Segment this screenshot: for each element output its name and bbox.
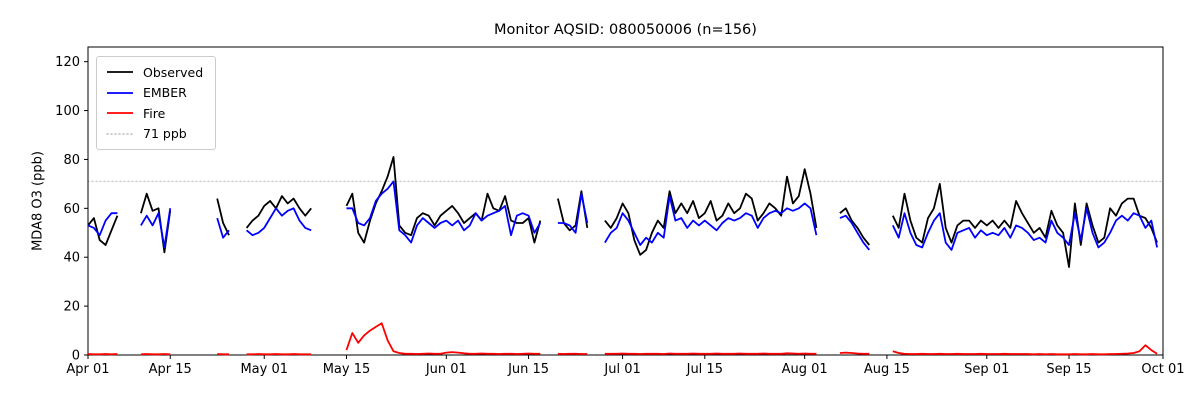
legend-dotted-line-icon (106, 132, 134, 135)
legend: Observed EMBER Fire 71 ppb (96, 56, 217, 150)
y-tick-label: 120 (55, 55, 80, 70)
x-tick-label: Jun 15 (507, 362, 549, 377)
legend-item-label: 71 ppb (143, 126, 187, 142)
x-tick-label: Apr 01 (66, 362, 109, 377)
chart-title: Monitor AQSID: 080050006 (n=156) (494, 22, 757, 38)
y-tick-label: 80 (63, 153, 80, 168)
series-line-observed (604, 168, 818, 256)
legend-item-fire: Fire (106, 103, 203, 124)
series-line-observed (839, 207, 870, 246)
legend-line-icon (107, 91, 133, 94)
x-tick-label: Jul 01 (603, 362, 640, 377)
legend-item-71-ppb: 71 ppb (106, 124, 203, 145)
legend-line-icon (107, 112, 133, 115)
series-line-observed (216, 198, 230, 236)
series-line-ember (346, 180, 542, 244)
series-line-ember (604, 195, 818, 246)
series-line-observed (245, 195, 312, 229)
series-line-ember (839, 214, 870, 251)
series-line-fire (345, 322, 541, 355)
series-line-observed (87, 215, 119, 246)
x-tick-label: Aug 15 (864, 362, 910, 377)
x-tick-label: Sep 15 (1046, 362, 1091, 377)
series-line-fire (839, 351, 870, 355)
y-tick-label: 100 (55, 104, 80, 119)
legend-item-label: Observed (143, 64, 204, 80)
x-tick-label: May 15 (323, 362, 371, 377)
x-tick-label: Aug 01 (782, 362, 828, 377)
x-tick-label: Apr 15 (149, 362, 192, 377)
series-line-fire (604, 352, 817, 355)
x-tick-label: Sep 01 (964, 362, 1009, 377)
y-tick-label: 60 (63, 202, 80, 217)
y-tick-label: 40 (63, 251, 80, 266)
series-line-observed (345, 156, 542, 244)
legend-item-ember: EMBER (106, 83, 203, 104)
series-line-ember (87, 212, 118, 237)
legend-line-icon (107, 71, 133, 74)
x-tick-label: Jun 01 (425, 362, 467, 377)
x-tick-label: May 01 (240, 362, 288, 377)
series-line-ember (891, 207, 1158, 251)
series-line-ember (140, 208, 172, 249)
series-line-observed (891, 182, 1158, 268)
legend-item-label: EMBER (143, 85, 187, 101)
x-tick-label: Oct 01 (1141, 362, 1184, 377)
series-line-ember (216, 217, 230, 239)
axes-frame (87, 46, 1164, 356)
legend-item-label: Fire (143, 105, 166, 121)
series-line-fire (892, 344, 1158, 356)
y-tick-label: 20 (63, 300, 80, 315)
y-tick-label: 0 (72, 349, 80, 364)
series-line-ember (246, 207, 312, 237)
x-tick-label: Jul 15 (686, 362, 723, 377)
series-line-ember (557, 192, 589, 234)
legend-item-observed: Observed (106, 62, 203, 83)
